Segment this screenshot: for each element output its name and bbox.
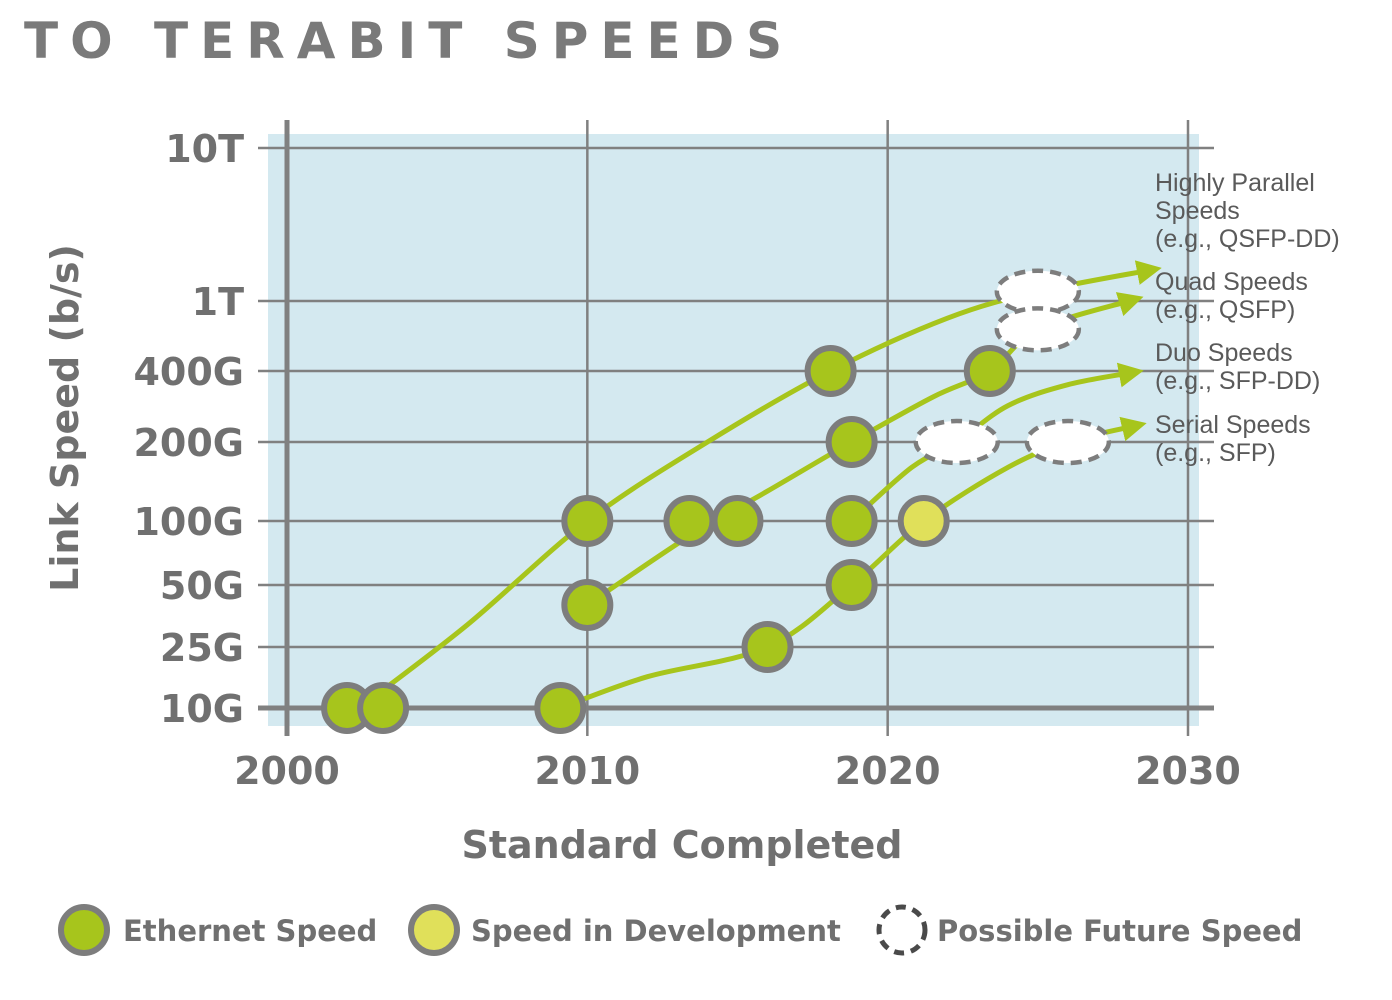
data-markers <box>321 268 1112 734</box>
trend-annotation-line: Highly Parallel <box>1155 169 1315 197</box>
y-tick-label: 100G <box>133 500 244 544</box>
legend-label: Possible Future Speed <box>937 914 1302 948</box>
future-speed-marker <box>994 268 1082 315</box>
ethernet-speed-marker <box>711 495 764 547</box>
trend-annotation-line: (e.g., SFP-DD) <box>1155 367 1320 395</box>
x-tick-label: 2030 <box>1135 749 1241 793</box>
ethernet-speed-marker <box>663 495 716 547</box>
legend-label: Ethernet Speed <box>123 914 377 948</box>
x-tick-label: 2000 <box>234 749 340 793</box>
x-axis-label: Standard Completed <box>462 823 903 867</box>
ethernet-speed-marker <box>561 495 614 547</box>
legend-future-marker <box>876 904 928 956</box>
trend-annotation-line: Quad Speeds <box>1155 268 1308 296</box>
ethernet-speed-marker <box>741 621 794 673</box>
ethernet-speed-marker <box>825 495 878 547</box>
trend-annotation-line: Serial Speeds <box>1155 411 1311 439</box>
y-tick-label: 1T <box>192 280 244 324</box>
x-tick-label: 2020 <box>835 749 941 793</box>
y-tick-label: 10T <box>165 127 244 171</box>
legend-ethernet-marker <box>58 904 110 956</box>
ethernet-speed-marker <box>963 345 1016 397</box>
ethernet-speed-marker <box>534 682 587 734</box>
legend-label: Speed in Development <box>471 914 841 948</box>
ethernet-speed-marker <box>804 345 857 397</box>
ethernet-speed-marker <box>357 682 410 734</box>
x-tick-label: 2010 <box>534 749 640 793</box>
trend-annotation-line: Duo Speeds <box>1155 339 1293 367</box>
trend-annotation-line: (e.g., QSFP) <box>1155 296 1295 324</box>
future-speed-marker <box>994 306 1082 353</box>
y-tick-label: 25G <box>160 626 244 670</box>
trend-line <box>849 362 1144 523</box>
trend-annotation-line: (e.g., SFP) <box>1155 439 1276 467</box>
trend-annotation-line: Speeds <box>1155 197 1240 225</box>
y-tick-label: 200G <box>133 421 244 465</box>
ethernet-speed-marker <box>825 559 878 611</box>
future-speed-marker <box>913 418 1000 466</box>
y-tick-label: 10G <box>160 687 244 731</box>
y-tick-label: 400G <box>133 350 244 394</box>
ethernet-speed-marker <box>825 416 878 468</box>
x-axis-ticks: 2000 2010 2020 2030 <box>234 749 1241 793</box>
future-speed-marker <box>1024 418 1112 466</box>
y-axis-label: Link Speed (b/s) <box>43 244 87 592</box>
legend: Ethernet Speed Speed in Development Possib… <box>58 904 1302 956</box>
legend-development-marker <box>408 904 460 956</box>
chart-title: TO TERABIT SPEEDS <box>24 12 795 70</box>
y-tick-label: 50G <box>160 564 244 608</box>
ethernet-speed-marker <box>561 578 614 631</box>
trend-annotation-line: (e.g., QSFP-DD) <box>1155 225 1340 253</box>
y-axis-ticks: 10G 25G 50G 100G 200G 400G 1T 10T <box>133 127 244 731</box>
development-speed-marker <box>897 495 950 547</box>
